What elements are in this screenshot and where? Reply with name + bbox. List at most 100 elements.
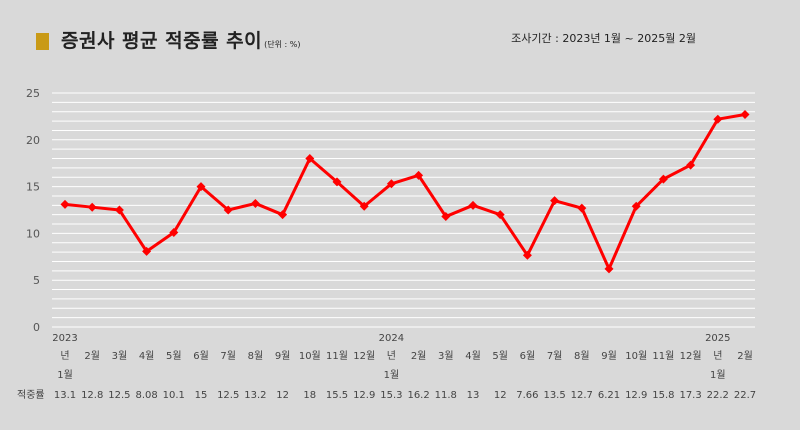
x-tick-label: 1월 bbox=[710, 369, 726, 381]
data-value-label: 18 bbox=[303, 390, 316, 401]
data-point bbox=[169, 227, 179, 237]
y-tick-label: 10 bbox=[26, 227, 40, 240]
data-value-label: 11.8 bbox=[435, 390, 457, 401]
x-tick-label: 11월 bbox=[326, 350, 348, 362]
series-markers bbox=[60, 110, 750, 274]
x-tick-label: 4월 bbox=[465, 350, 481, 362]
data-value-label: 13.5 bbox=[543, 390, 565, 401]
x-year-suffix: 년 bbox=[60, 350, 69, 362]
y-tick-label: 20 bbox=[26, 134, 40, 147]
data-value-label: 12.5 bbox=[108, 390, 130, 401]
x-tick-label: 7월 bbox=[547, 350, 563, 362]
title-marker bbox=[36, 33, 49, 50]
x-tick-label: 1월 bbox=[57, 369, 73, 381]
data-value-label: 6.21 bbox=[598, 390, 620, 401]
x-tick-label: 8월 bbox=[248, 350, 264, 362]
data-point bbox=[441, 212, 451, 222]
data-point bbox=[196, 182, 206, 192]
data-value-label: 10.1 bbox=[163, 390, 185, 401]
y-tick-label: 0 bbox=[33, 321, 40, 334]
data-value-label: 15.3 bbox=[380, 390, 402, 401]
x-tick-label: 7월 bbox=[220, 350, 236, 362]
data-point bbox=[604, 264, 614, 274]
data-point bbox=[713, 114, 723, 124]
series-line bbox=[64, 113, 746, 271]
unit-label: (단위 : %) bbox=[264, 40, 301, 49]
x-tick-label: 9월 bbox=[275, 350, 291, 362]
x-year-label: 2024 bbox=[379, 333, 404, 344]
data-value-label: 12 bbox=[276, 390, 289, 401]
data-point bbox=[658, 174, 668, 184]
data-point bbox=[305, 154, 315, 164]
x-year-label: 2023 bbox=[52, 333, 77, 344]
x-tick-label: 4월 bbox=[139, 350, 155, 362]
data-point bbox=[250, 198, 260, 208]
y-tick-label: 5 bbox=[33, 274, 40, 287]
y-tick-label: 15 bbox=[26, 181, 40, 194]
data-value-label: 12 bbox=[494, 390, 507, 401]
data-value-label: 22.2 bbox=[707, 390, 729, 401]
chart-header: 증권사 평균 적중률 추이 (단위 : %) bbox=[36, 26, 301, 53]
table-row-label: 적중률 bbox=[17, 389, 45, 401]
x-tick-label: 2월 bbox=[737, 350, 753, 362]
data-point bbox=[386, 179, 396, 189]
data-value-label: 16.2 bbox=[407, 390, 429, 401]
data-point bbox=[359, 201, 369, 211]
x-tick-label: 12월 bbox=[680, 350, 702, 362]
data-table: 적중률 13.1 12.8 12.5 8.08 10.1 15 12.5 13.2 12 18 15.… bbox=[17, 389, 756, 401]
data-point bbox=[142, 246, 152, 256]
data-value-label: 12.7 bbox=[571, 390, 593, 401]
data-value-label: 8.08 bbox=[135, 390, 157, 401]
y-axis: 0 5 10 15 20 25 bbox=[26, 87, 40, 334]
data-point bbox=[114, 205, 124, 215]
data-point bbox=[631, 201, 641, 211]
x-tick-label: 6월 bbox=[520, 350, 536, 362]
data-point bbox=[522, 250, 532, 260]
data-point bbox=[414, 170, 424, 180]
data-point bbox=[495, 210, 505, 220]
data-value-label: 15.8 bbox=[652, 390, 674, 401]
chart-title: 증권사 평균 적중률 추이 bbox=[61, 30, 263, 52]
x-tick-label: 9월 bbox=[601, 350, 617, 362]
data-point bbox=[87, 202, 97, 212]
survey-period: 조사기간 : 2023년 1월 ~ 2025월 2월 bbox=[511, 32, 696, 45]
x-year-suffix: 년 bbox=[387, 350, 396, 362]
data-point bbox=[577, 203, 587, 213]
x-tick-label: 5월 bbox=[166, 350, 182, 362]
data-value-label: 13 bbox=[467, 390, 480, 401]
data-value-label: 22.7 bbox=[734, 390, 756, 401]
data-value-label: 7.66 bbox=[516, 390, 538, 401]
data-point bbox=[332, 177, 342, 187]
x-year-suffix: 년 bbox=[713, 350, 722, 362]
x-year-label: 2025 bbox=[705, 333, 730, 344]
data-value-label: 15 bbox=[195, 390, 208, 401]
data-point bbox=[686, 160, 696, 170]
data-point bbox=[740, 110, 750, 120]
x-tick-label: 6월 bbox=[193, 350, 209, 362]
x-tick-label: 1월 bbox=[384, 369, 400, 381]
data-point bbox=[278, 210, 288, 220]
data-value-label: 12.9 bbox=[353, 390, 375, 401]
x-tick-label: 8월 bbox=[574, 350, 590, 362]
x-tick-label: 10월 bbox=[625, 350, 647, 362]
x-axis: 2023 년 1월 2월 3월 4월 5월 6월 7월 8월 9월 10월 11월 12월 2024 년 1월 2… bbox=[52, 333, 753, 381]
x-tick-label: 12월 bbox=[353, 350, 375, 362]
x-tick-label: 10월 bbox=[299, 350, 321, 362]
data-value-label: 17.3 bbox=[679, 390, 701, 401]
x-tick-label: 3월 bbox=[112, 350, 128, 362]
x-tick-label: 2월 bbox=[84, 350, 100, 362]
grid-lines bbox=[52, 92, 755, 328]
y-tick-label: 25 bbox=[26, 87, 40, 100]
data-value-label: 12.8 bbox=[81, 390, 103, 401]
data-value-label: 13.1 bbox=[54, 390, 76, 401]
x-tick-label: 2월 bbox=[411, 350, 427, 362]
x-tick-label: 3월 bbox=[438, 350, 454, 362]
x-tick-label: 11월 bbox=[652, 350, 674, 362]
x-tick-label: 5월 bbox=[492, 350, 508, 362]
data-point bbox=[550, 196, 560, 206]
data-value-label: 12.5 bbox=[217, 390, 239, 401]
data-point bbox=[223, 205, 233, 215]
data-value-label: 12.9 bbox=[625, 390, 647, 401]
data-value-label: 13.2 bbox=[244, 390, 266, 401]
